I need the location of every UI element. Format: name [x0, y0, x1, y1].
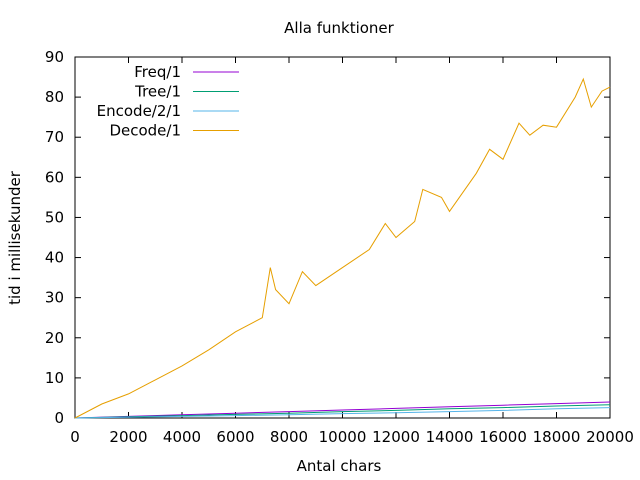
x-tick-label: 12000 — [372, 428, 420, 446]
legend-label-freq-1: Freq/1 — [134, 63, 181, 81]
x-tick-label: 14000 — [426, 428, 474, 446]
x-tick-label: 10000 — [319, 428, 367, 446]
x-axis: 0 2000 4000 6000 8000 10000 12000 14000 16000 180… — [70, 57, 634, 446]
y-axis: 0 10 20 30 40 50 60 70 80 90 — [45, 48, 610, 427]
y-tick-label: 70 — [45, 128, 64, 146]
x-tick-label: 8000 — [270, 428, 308, 446]
x-tick-label: 6000 — [216, 428, 254, 446]
x-tick-label: 2000 — [109, 428, 147, 446]
x-tick-label: 4000 — [163, 428, 201, 446]
x-tick-label: 18000 — [533, 428, 581, 446]
legend-label-encode-2-1: Encode/2/1 — [97, 102, 181, 120]
y-tick-label: 50 — [45, 208, 64, 226]
y-tick-label: 30 — [45, 289, 64, 307]
y-axis-title: tid i millisekunder — [6, 170, 24, 305]
x-tick-label: 16000 — [479, 428, 527, 446]
y-tick-label: 10 — [45, 369, 64, 387]
x-tick-label: 20000 — [586, 428, 634, 446]
legend-label-decode-1: Decode/1 — [109, 122, 181, 140]
y-tick-label: 0 — [54, 409, 64, 427]
legend-label-tree-1: Tree/1 — [134, 83, 181, 101]
series-layer — [74, 77, 611, 419]
y-tick-label: 20 — [45, 329, 64, 347]
x-axis-title: Antal chars — [297, 457, 382, 475]
y-tick-label: 40 — [45, 249, 64, 267]
y-tick-label: 60 — [45, 168, 64, 186]
series-line-encode-2-1 — [74, 407, 611, 419]
x-tick-label: 0 — [70, 428, 80, 446]
series-line-freq-1 — [74, 401, 611, 419]
y-tick-label: 80 — [45, 88, 64, 106]
chart-title: Alla funktioner — [284, 19, 394, 37]
series-line-tree-1 — [74, 404, 611, 419]
y-tick-label: 90 — [45, 48, 64, 66]
series-line-decode-1 — [74, 77, 611, 419]
